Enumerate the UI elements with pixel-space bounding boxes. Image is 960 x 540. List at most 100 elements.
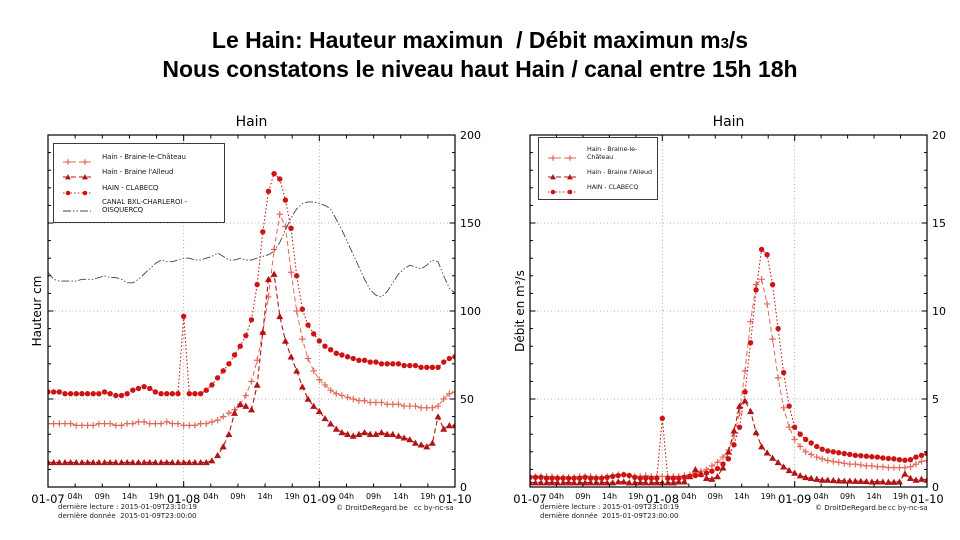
page-title-line1: Le Hain: Hauteur maximun / Débit maximun… [0, 27, 960, 54]
y-axis-label-debit: Débit en m³/s [513, 270, 527, 352]
copyright-right: © DroitDeRegard.be [815, 504, 887, 512]
series-markers-braine-le-chateau [48, 211, 455, 429]
svg-text:20: 20 [932, 129, 946, 142]
legend-label: Hain - Braine-le-Château [587, 145, 638, 162]
legend-item: Hain - Braine l'Alleud [58, 167, 220, 180]
legend-label: HAIN - CLABECQ [102, 183, 159, 192]
svg-text:04h: 04h [549, 492, 564, 501]
series-line-canal [48, 201, 455, 298]
series-line-braine-l-alleud [530, 399, 927, 484]
svg-text:0: 0 [932, 481, 939, 494]
legend-label: CANAL BXL-CHARLEROI - OISQUERCQ [102, 198, 187, 215]
svg-text:14h: 14h [866, 492, 881, 501]
legend-item: HAIN - CLABECQ [543, 182, 653, 195]
triangle-marker-icon [547, 167, 577, 179]
svg-text:14h: 14h [393, 492, 408, 501]
svg-text:19h: 19h [285, 492, 300, 501]
svg-text:150: 150 [460, 217, 481, 230]
svg-text:04h: 04h [339, 492, 354, 501]
circle-marker-icon [62, 183, 92, 196]
svg-text:01-09: 01-09 [303, 492, 336, 506]
svg-text:14h: 14h [602, 492, 617, 501]
legend-left: Hain - Braine-le-Château Hain - Braine l… [53, 143, 225, 223]
svg-text:01-08: 01-08 [167, 492, 200, 506]
title-line1-sub: 3 [720, 35, 729, 52]
page-title-line2: Nous constatons le niveau haut Hain / ca… [162, 56, 798, 82]
axis-tick-labels: 0 50 100 150 200 01-07 01-08 01-09 01-10 04h 09h 14… [31, 129, 481, 506]
svg-text:0: 0 [460, 481, 467, 494]
footer-left: dernière lecture : 2015-01-09T23:10:19 de… [58, 503, 197, 521]
legend-label: Hain - Braine-le-Château [102, 152, 186, 161]
svg-text:14h: 14h [122, 492, 137, 501]
svg-text:01-09: 01-09 [778, 492, 811, 506]
svg-text:15: 15 [932, 217, 946, 230]
plus-marker-icon [547, 148, 577, 161]
series-markers-clabecq [48, 171, 455, 399]
svg-text:09h: 09h [95, 492, 110, 501]
legend-item: Hain - Braine-le-Château [58, 152, 220, 165]
svg-text:09h: 09h [575, 492, 590, 501]
footer-donnee: dernière donnée 2015-01-09T23:00:00 [58, 512, 197, 520]
svg-text:04h: 04h [203, 492, 218, 501]
circle-marker-icon [547, 182, 577, 195]
axis-ticks [529, 134, 928, 488]
svg-text:5: 5 [932, 393, 939, 406]
license-left: cc by-nc-sa [414, 504, 454, 512]
footer-lecture: dernière lecture : 2015-01-09T23:10:19 [540, 503, 679, 511]
svg-text:04h: 04h [68, 492, 83, 501]
footer-donnee: dernière donnée 2015-01-09T23:00:00 [540, 512, 679, 520]
svg-text:01-10: 01-10 [910, 492, 943, 506]
svg-text:100: 100 [460, 305, 481, 318]
series-markers-braine-l-alleud [48, 270, 455, 466]
copyright-left: © DroitDeRegard.be [336, 504, 408, 512]
legend-item: HAIN - CLABECQ [58, 183, 220, 196]
y-axis-label-hauteur: Hauteur cm [30, 275, 44, 347]
svg-text:01-07: 01-07 [513, 492, 546, 506]
plus-marker-icon [62, 152, 92, 165]
footer-lecture: dernière lecture : 2015-01-09T23:10:19 [58, 503, 197, 511]
legend-label: Hain - Braine l'Alleud [102, 168, 174, 177]
chart-right-title: Hain [712, 114, 745, 130]
svg-text:14h: 14h [734, 492, 749, 501]
svg-text:04h: 04h [814, 492, 829, 501]
svg-text:50: 50 [460, 393, 474, 406]
series-markers-braine-l-alleud [530, 397, 927, 486]
legend-label: Hain - Braine l'Alleud [587, 167, 652, 176]
svg-text:10: 10 [932, 305, 946, 318]
dashdot-line-icon [62, 201, 92, 212]
chart-debit: 0 5 10 15 20 01-07 01-08 01-09 01-10 04h 09h 14h 19h… [513, 129, 946, 506]
svg-text:01-08: 01-08 [646, 492, 679, 506]
svg-text:09h: 09h [708, 492, 723, 501]
svg-text:19h: 19h [893, 492, 908, 501]
chart-hauteur: 0 50 100 150 200 01-07 01-08 01-09 01-10 04h 09h 14… [31, 129, 481, 506]
license-right: cc by-nc-sa [888, 504, 928, 512]
svg-text:09h: 09h [230, 492, 245, 501]
legend-item: Hain - Braine l'Alleud [543, 167, 653, 179]
legend-right: Hain - Braine-le-Château Hain - Braine l… [538, 137, 658, 200]
legend-label: HAIN - CLABECQ [587, 182, 639, 191]
svg-text:19h: 19h [149, 492, 164, 501]
svg-text:14h: 14h [257, 492, 272, 501]
triangle-marker-icon [62, 167, 92, 180]
svg-text:01-07: 01-07 [31, 492, 64, 506]
svg-text:19h: 19h [628, 492, 643, 501]
svg-text:19h: 19h [420, 492, 435, 501]
title-line1-post: /s [728, 27, 749, 53]
legend-item: CANAL BXL-CHARLEROI - OISQUERCQ [58, 198, 220, 214]
legend-item: Hain - Braine-le-Château [543, 145, 653, 161]
chart-left-title: Hain [235, 114, 268, 130]
axis-ticks [47, 134, 456, 488]
series-markers-clabecq [530, 246, 927, 481]
axis-tick-labels: 0 5 10 15 20 01-07 01-08 01-09 01-10 04h 09h 14h 19h… [513, 129, 946, 506]
svg-text:19h: 19h [761, 492, 776, 501]
svg-text:01-10: 01-10 [438, 492, 471, 506]
svg-text:09h: 09h [366, 492, 381, 501]
title-line1-pre: Le Hain: Hauteur maximun / Débit maximun… [211, 27, 721, 53]
svg-text:09h: 09h [840, 492, 855, 501]
svg-text:04h: 04h [681, 492, 696, 501]
series-line-clabecq [530, 248, 927, 479]
svg-text:200: 200 [460, 129, 481, 142]
footer-right: dernière lecture : 2015-01-09T23:10:19 de… [540, 503, 679, 521]
